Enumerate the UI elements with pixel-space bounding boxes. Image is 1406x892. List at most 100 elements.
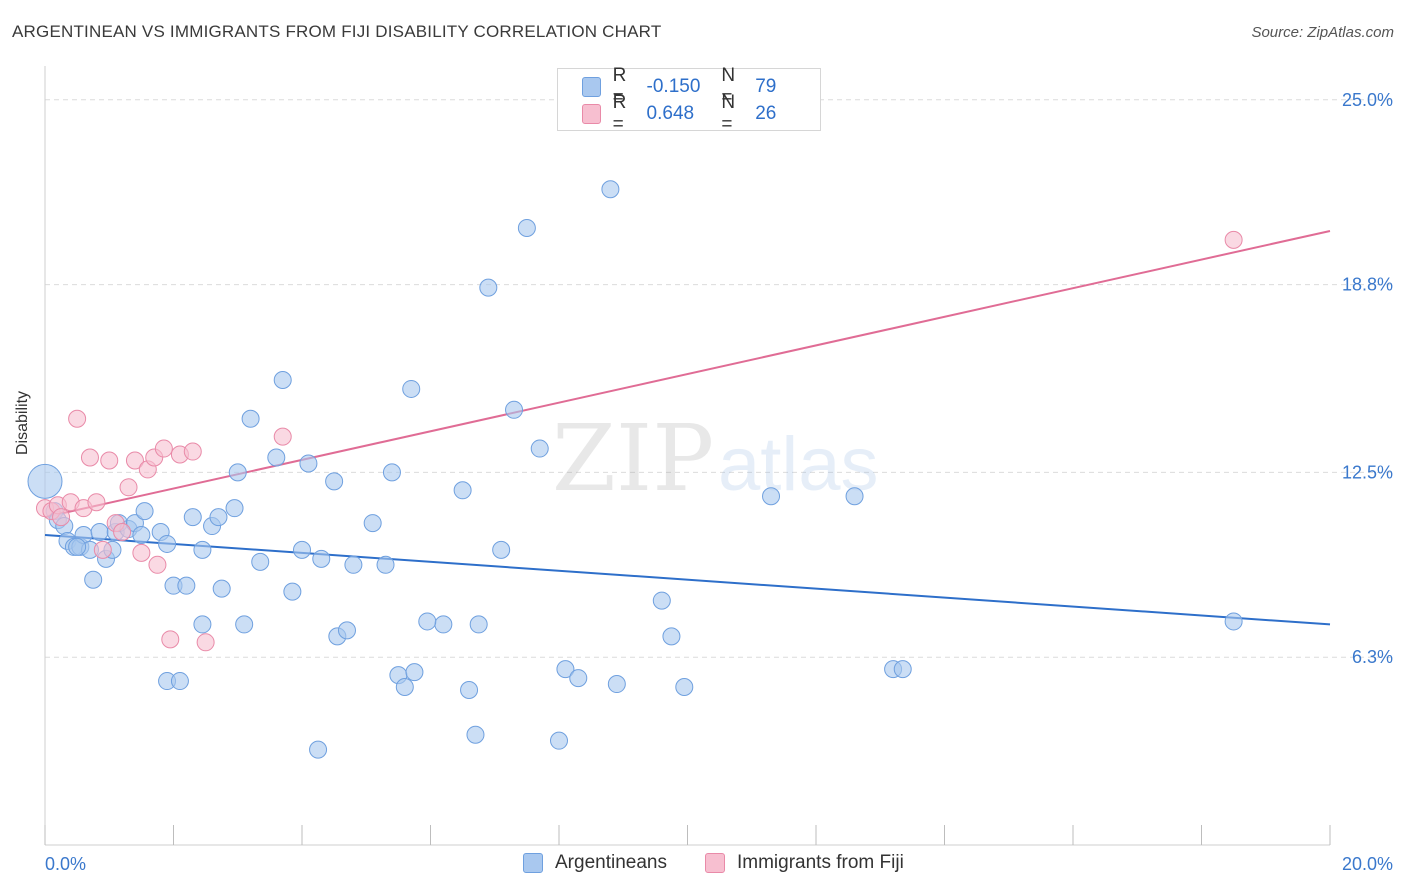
argentinean-point bbox=[241, 409, 260, 428]
fiji-point bbox=[125, 451, 144, 470]
argentinean-point bbox=[607, 675, 626, 694]
fiji-point bbox=[93, 540, 112, 559]
argentinean-point bbox=[325, 472, 344, 491]
fiji-point bbox=[68, 409, 87, 428]
argentinean-point bbox=[466, 725, 485, 744]
y-tick-label: 6.3% bbox=[1352, 647, 1393, 667]
bottom-legend-swatch-blue bbox=[523, 853, 543, 873]
bottom-legend-swatch-pink bbox=[705, 853, 725, 873]
argentinean-point bbox=[453, 481, 472, 500]
argentinean-point bbox=[492, 540, 511, 559]
argentinean-point bbox=[382, 463, 401, 482]
fiji-point bbox=[113, 523, 132, 542]
argentinean-point bbox=[845, 487, 864, 506]
legend-r-label: R = bbox=[612, 65, 627, 108]
argentinean-point bbox=[228, 463, 247, 482]
bottom-legend-label: Immigrants from Fiji bbox=[737, 852, 904, 873]
argentinean-point bbox=[209, 508, 228, 527]
x-tick-label-min: 0.0% bbox=[45, 854, 86, 874]
argentinean-point bbox=[893, 660, 912, 679]
argentinean-point bbox=[251, 552, 270, 571]
argentinean-point bbox=[405, 663, 424, 682]
legend-swatch-blue bbox=[582, 77, 601, 97]
argentinean-point bbox=[193, 540, 212, 559]
fiji-point bbox=[196, 633, 215, 652]
argentinean-point bbox=[460, 681, 479, 699]
argentinean-point bbox=[68, 537, 87, 556]
argentinean-point bbox=[601, 180, 620, 199]
argentinean-point bbox=[418, 612, 437, 631]
legend-n-label: N = bbox=[721, 65, 736, 108]
watermark-zip: ZIP bbox=[552, 405, 714, 512]
argentinean-point bbox=[132, 526, 151, 544]
argentinean-point bbox=[530, 439, 549, 458]
argentinean-point bbox=[312, 549, 331, 568]
argentinean-point bbox=[434, 615, 453, 634]
argentinean-point bbox=[652, 591, 671, 610]
argentinean-point bbox=[395, 678, 414, 697]
y-tick-label: 12.5% bbox=[1342, 462, 1393, 482]
argentinean-point bbox=[299, 454, 318, 473]
argentinean-point bbox=[1224, 612, 1243, 631]
fiji-point bbox=[148, 555, 167, 574]
fiji-point bbox=[132, 543, 151, 562]
argentinean-point bbox=[27, 463, 63, 499]
argentinean-point bbox=[135, 502, 154, 521]
argentinean-point bbox=[402, 379, 421, 398]
axes bbox=[44, 66, 1331, 846]
grid-lines bbox=[45, 99, 1392, 658]
legend-n-value: 26 bbox=[755, 103, 777, 124]
argentinean-point bbox=[505, 400, 524, 419]
x-tick-label-max: 20.0% bbox=[1342, 854, 1393, 874]
legend-r-label: R = bbox=[612, 92, 627, 135]
legend-r-value: 0.648 bbox=[646, 103, 695, 124]
y-tick-label: 18.8% bbox=[1342, 275, 1393, 295]
trend-lines bbox=[44, 229, 1331, 626]
legend-row-fiji: R = 0.648 N = 26 bbox=[582, 92, 820, 135]
argentinean-point bbox=[212, 579, 231, 598]
argentinean-point bbox=[675, 678, 694, 697]
data-points bbox=[27, 180, 1243, 759]
argentinean-point bbox=[235, 615, 254, 634]
fiji-point bbox=[80, 448, 99, 467]
argentinean-point bbox=[283, 582, 302, 601]
argentinean-point bbox=[293, 540, 311, 559]
fiji-point bbox=[154, 439, 173, 458]
legend-r-value: -0.150 bbox=[646, 76, 701, 97]
fiji-point bbox=[119, 478, 138, 497]
argentinean-point bbox=[337, 621, 356, 640]
argentinean-point bbox=[84, 570, 103, 589]
bottom-legend-argentineans: Argentineans bbox=[523, 850, 667, 876]
bottom-legend-fiji: Immigrants from Fiji bbox=[705, 850, 904, 876]
fiji-trend-line bbox=[44, 229, 1331, 519]
watermark: ZIP atlas bbox=[552, 405, 879, 512]
fiji-point bbox=[161, 630, 180, 649]
argentinean-point bbox=[517, 218, 536, 237]
tick-labels: 6.3% 12.5% 18.8% 25.0% 0.0% 20.0% bbox=[45, 90, 1393, 874]
argentinean-trend-line bbox=[44, 534, 1331, 626]
y-tick-label: 25.0% bbox=[1342, 90, 1393, 110]
argentinean-point bbox=[376, 555, 395, 574]
argentinean-point bbox=[158, 534, 177, 553]
legend-row-argentineans: R = -0.150 N = 79 bbox=[582, 65, 820, 108]
argentinean-point bbox=[363, 514, 382, 533]
chart-title: ARGENTINEAN VS IMMIGRANTS FROM FIJI DISA… bbox=[12, 22, 662, 41]
argentinean-point bbox=[309, 740, 328, 759]
argentinean-point bbox=[479, 278, 498, 297]
argentinean-point bbox=[662, 627, 681, 646]
source-label: Source: ZipAtlas.com bbox=[1251, 24, 1394, 41]
fiji-point bbox=[100, 451, 119, 470]
bottom-legend-label: Argentineans bbox=[555, 852, 667, 873]
argentinean-point bbox=[177, 576, 196, 595]
argentinean-point bbox=[344, 555, 363, 574]
argentinean-point bbox=[183, 508, 202, 527]
argentinean-point bbox=[225, 499, 244, 518]
legend-n-value: 79 bbox=[755, 76, 777, 97]
fiji-point bbox=[52, 508, 71, 527]
argentinean-point bbox=[556, 660, 575, 679]
argentinean-point bbox=[569, 669, 588, 688]
argentinean-point bbox=[90, 523, 109, 542]
fiji-point bbox=[87, 493, 106, 512]
fiji-point bbox=[183, 442, 202, 461]
